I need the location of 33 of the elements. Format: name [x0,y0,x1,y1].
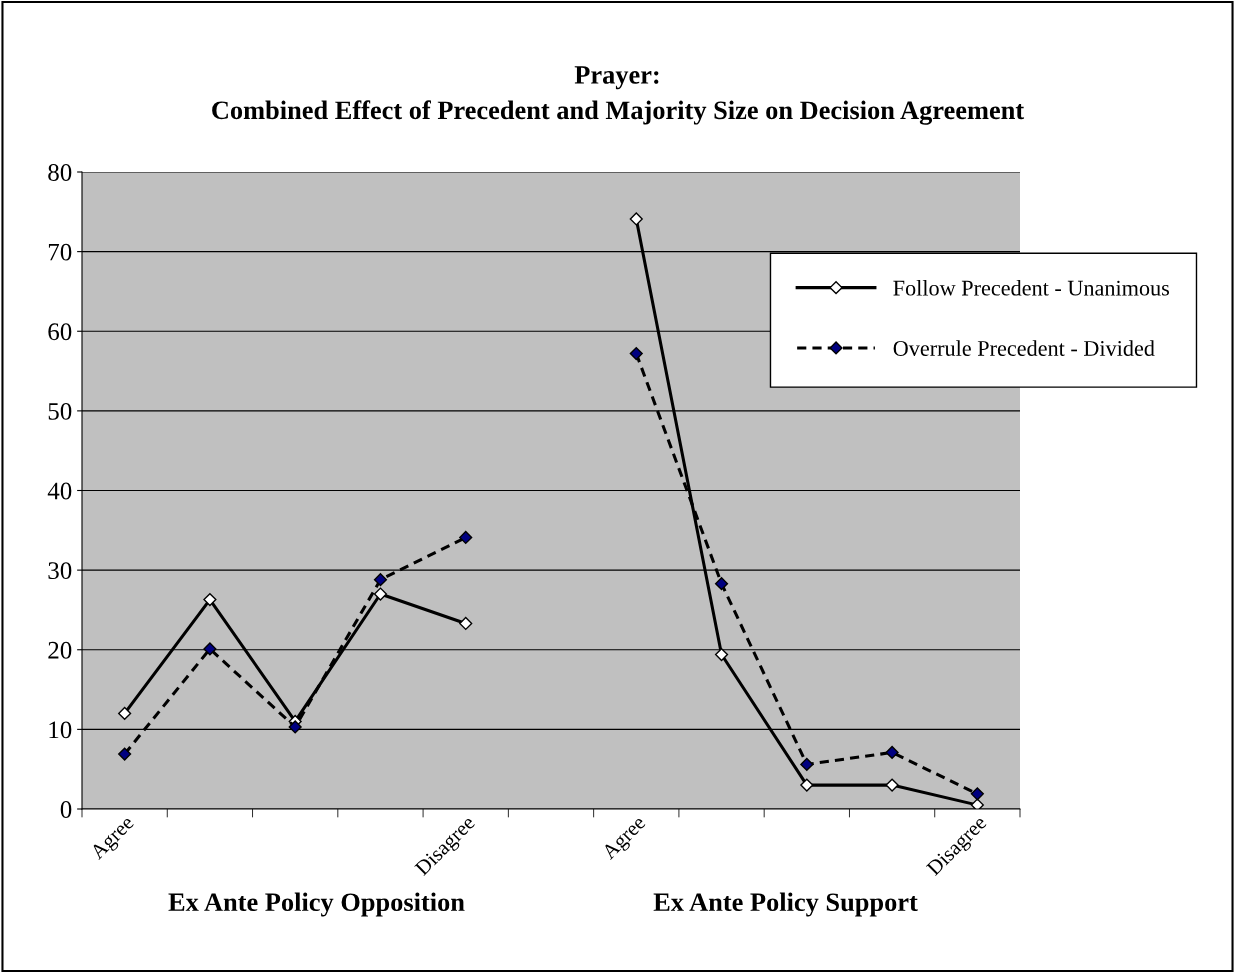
y-tick-label: 0 [60,801,72,818]
point [800,757,814,771]
point [459,616,473,631]
point [373,587,388,601]
point [629,212,643,226]
point [714,577,729,591]
point [885,778,899,792]
legend-label: Follow Precedent - Unanimous [893,279,1170,296]
point [288,720,302,734]
y-tick-label: 40 [47,482,72,500]
y-tick-label: 30 [48,562,72,580]
y-tick-label: 10 [49,721,72,739]
point [373,573,388,587]
point [118,747,132,761]
point [714,647,729,662]
point [970,798,984,809]
point [203,592,217,607]
y-tick-label: 60 [48,323,72,341]
point [885,745,899,760]
point [459,530,473,545]
point [203,642,217,656]
y-tick-label: 20 [48,641,72,659]
chart-title: Prayer: Combined Effect of Precedent and Majority Size on Decision Agreement [212,66,1025,125]
point [118,706,132,721]
y-tick-label: 80 [48,164,72,181]
legend-label: Overrule Precedent - Divided [893,340,1155,356]
text: Ex Ante Policy Support [653,892,918,917]
y-tick-label: 70 [48,243,72,261]
text: Ex Ante Policy Opposition [168,892,465,917]
point [629,346,643,361]
point [970,787,984,801]
y-tick-label: 50 [48,402,72,420]
point [800,778,814,792]
